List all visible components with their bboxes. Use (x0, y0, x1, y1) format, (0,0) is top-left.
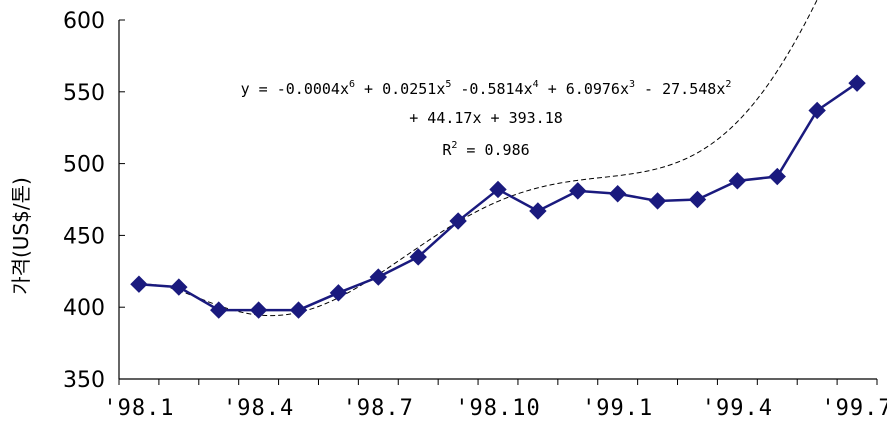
data-point-marker (210, 301, 228, 319)
y-tick-label: 350 (63, 368, 105, 393)
data-point-marker (289, 301, 308, 319)
trendline-equation: y = -0.0004x6​ + 0.0251x5​ -0.5814x4​ + … (241, 79, 732, 159)
data-point-marker (529, 202, 547, 220)
y-tick-label: 500 (63, 153, 105, 178)
equation-line-1: y = -0.0004x6​ + 0.0251x5​ -0.5814x4​ + … (241, 79, 732, 98)
y-axis-label: 가격(US$/톤) (9, 177, 33, 295)
x-tick-label: '99.1 (582, 396, 653, 421)
data-point-marker (728, 172, 747, 190)
data-point-marker (808, 101, 826, 120)
data-point-marker (608, 185, 627, 203)
y-tick-label: 600 (63, 9, 105, 34)
x-tick-label: '98.1 (103, 396, 174, 421)
y-tick-label: 450 (63, 224, 105, 249)
equation-line-2: + 44.17x + 393.18 (409, 109, 563, 127)
chart-axes (118, 20, 877, 380)
x-tick-label: '99.4 (702, 396, 773, 421)
x-axis-ticks: '98.1 '98.4 '98.7 '98.10 '99.1 '99.4 '99.7 (103, 379, 887, 421)
data-point-marker (130, 275, 148, 293)
x-tick-label: '98.7 (343, 396, 414, 421)
data-point-marker (409, 248, 427, 266)
x-tick-label: '99.7 (821, 396, 887, 421)
data-point-marker (569, 182, 587, 200)
data-point-marker (249, 301, 268, 319)
r-squared-label: R2 = 0.986 (442, 140, 529, 159)
y-tick-label: 400 (63, 296, 105, 321)
price-series (130, 74, 866, 319)
data-point-marker (369, 268, 388, 286)
y-tick-label: 550 (63, 81, 105, 106)
data-point-marker (688, 190, 707, 209)
data-point-marker (768, 167, 786, 186)
y-axis-ticks: 350 400 450 500 550 600 (63, 9, 125, 393)
data-point-marker (329, 284, 348, 302)
data-point-marker (449, 212, 467, 230)
data-point-marker (489, 180, 507, 199)
x-tick-label: '98.4 (223, 396, 294, 421)
data-point-marker (170, 278, 188, 296)
data-point-marker (648, 192, 667, 210)
data-point-marker (848, 74, 866, 92)
x-tick-label: '98.10 (455, 396, 540, 421)
